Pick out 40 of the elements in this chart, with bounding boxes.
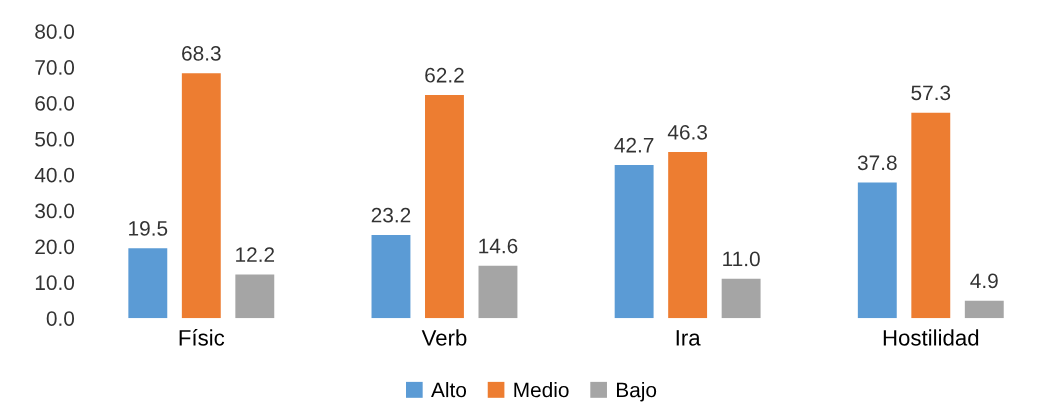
bar (425, 95, 464, 319)
data-label: 68.3 (182, 45, 221, 61)
data-label: 46.3 (667, 124, 707, 140)
x-tick-label: Físic (179, 329, 225, 346)
data-label: 23.2 (371, 207, 411, 223)
data-label: 14.6 (479, 238, 518, 254)
y-tick-label: 50.0 (35, 131, 75, 147)
bar (235, 274, 275, 319)
legend-label: Medio (514, 381, 569, 398)
bar (964, 300, 1004, 319)
data-label: 37.8 (857, 155, 897, 171)
legend-label: Bajo (617, 381, 657, 402)
bar (614, 165, 654, 319)
data-label: 57.3 (911, 85, 951, 101)
y-tick-label: 70.0 (35, 60, 75, 75)
data-label: 4.9 (970, 273, 998, 289)
y-tick-label: 10.0 (35, 275, 75, 291)
data-label: 11.0 (723, 251, 760, 267)
data-label: 62.2 (425, 67, 464, 83)
bar (478, 265, 518, 319)
y-tick-label: 30.0 (35, 203, 75, 219)
x-tick-label: Verb (421, 329, 467, 346)
x-tick-label: Ira (676, 330, 701, 346)
data-label: 12.2 (236, 247, 275, 262)
bar (371, 235, 411, 319)
data-label: 42.7 (614, 137, 654, 153)
y-tick-label: 40.0 (34, 167, 75, 183)
y-tick-label: 20.0 (35, 239, 75, 255)
y-tick-label: 60.0 (35, 95, 75, 111)
bar (181, 73, 221, 319)
bar (668, 152, 708, 319)
bar (721, 278, 761, 319)
bar (128, 248, 168, 319)
y-tick-label: 0.0 (46, 311, 75, 326)
bar (911, 112, 951, 319)
legend-label: Alto (431, 381, 467, 398)
x-tick-label: Hostilidad (883, 329, 979, 346)
data-label: 19.5 (129, 221, 168, 236)
bar (857, 182, 897, 319)
y-tick-label: 80.0 (35, 24, 75, 39)
